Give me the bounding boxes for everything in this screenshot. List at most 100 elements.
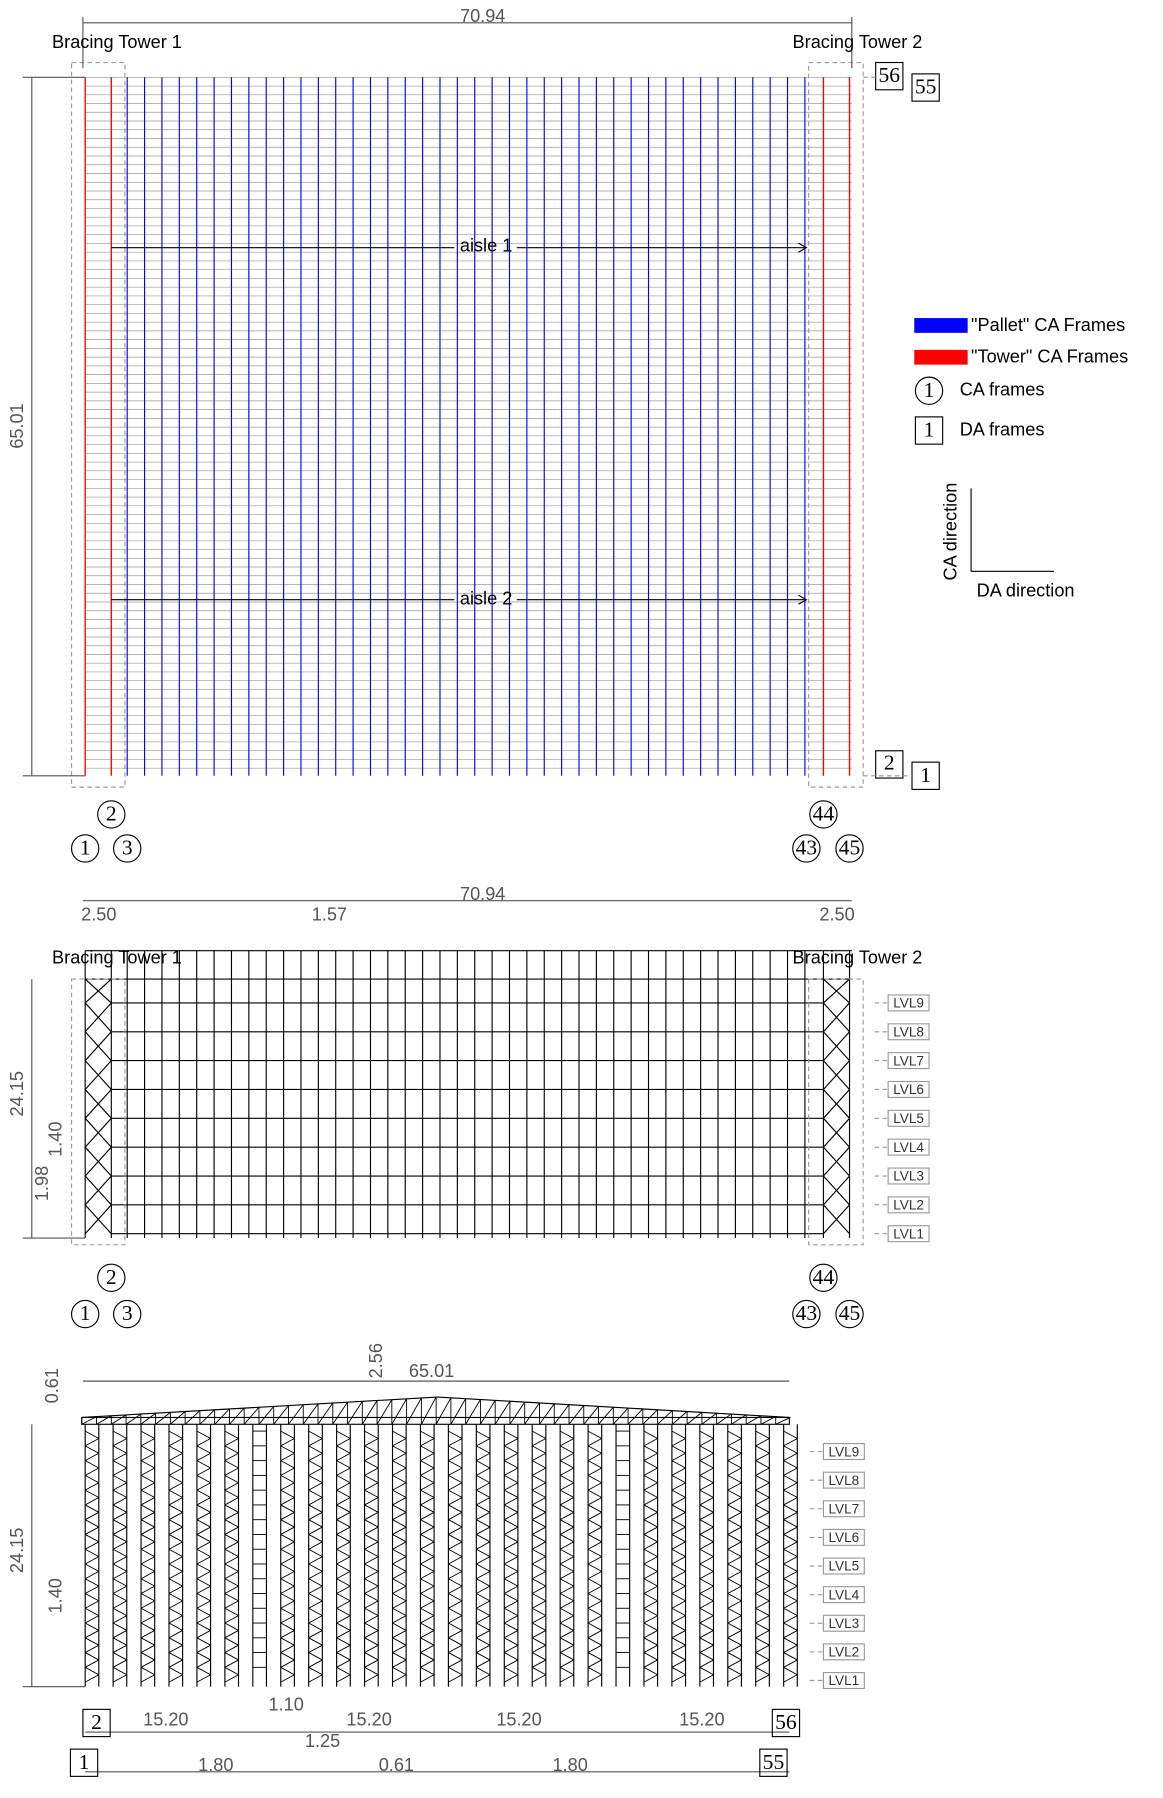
- truss-member: [376, 1399, 393, 1425]
- line: [699, 1556, 714, 1565]
- line: [783, 1511, 798, 1521]
- line: [699, 1504, 714, 1513]
- line: [476, 1474, 491, 1484]
- line: [448, 1630, 463, 1639]
- line: [448, 1511, 463, 1521]
- line: [308, 1578, 323, 1587]
- level-label: LVL4: [893, 1140, 924, 1155]
- truss-member: [332, 1401, 348, 1425]
- frame-number: 45: [839, 1301, 861, 1325]
- line: [531, 1659, 547, 1668]
- level-label: LVL9: [828, 1444, 859, 1459]
- truss-member: [731, 1414, 747, 1425]
- line: [783, 1585, 798, 1594]
- line: [504, 1585, 519, 1594]
- line: [84, 1644, 100, 1653]
- line: [559, 1570, 574, 1580]
- frame-number: 1: [80, 836, 91, 860]
- line: [783, 1452, 798, 1462]
- line: [587, 1519, 602, 1528]
- level-tag: [822, 1643, 865, 1661]
- line: [587, 1652, 602, 1661]
- line: [140, 1467, 155, 1476]
- line: [280, 1622, 295, 1631]
- line: [140, 1570, 155, 1580]
- truss-member: [465, 1399, 481, 1425]
- line: [84, 1666, 100, 1676]
- line: [140, 1445, 155, 1454]
- line: [224, 1607, 239, 1617]
- line: [727, 1666, 742, 1676]
- line: [476, 1541, 491, 1550]
- line: [364, 1563, 379, 1572]
- line: [783, 1622, 798, 1631]
- line: [531, 1452, 547, 1462]
- line: [112, 1474, 127, 1484]
- line: [84, 1563, 100, 1572]
- dimension: 15.20: [143, 1710, 188, 1730]
- level-tag: [887, 1196, 930, 1214]
- line: [727, 1482, 742, 1491]
- line: [336, 1652, 351, 1661]
- level-tag: [887, 994, 930, 1012]
- line: [196, 1438, 211, 1447]
- line: [504, 1445, 519, 1454]
- line: [587, 1615, 602, 1624]
- line: [84, 1146, 112, 1177]
- line: [699, 1674, 714, 1683]
- level-tags: LVL9 LVL8 LVL7 LVL6 LVL5 LVL4 LVL3 LVL2 LVL1: [887, 994, 930, 1243]
- truss-member: [598, 1406, 614, 1425]
- line: [112, 1622, 127, 1631]
- line: [308, 1652, 323, 1661]
- line: [643, 1600, 658, 1609]
- line: [280, 1519, 295, 1528]
- line: [476, 1578, 491, 1587]
- line: [476, 1445, 491, 1454]
- line: [783, 1489, 798, 1498]
- level-label: LVL7: [828, 1502, 859, 1517]
- line: [448, 1438, 463, 1447]
- line: [420, 1578, 435, 1587]
- line: [448, 1474, 463, 1484]
- line: [755, 1593, 770, 1602]
- line: [308, 1482, 323, 1491]
- line: [531, 1666, 547, 1676]
- line: [280, 1600, 295, 1609]
- line: [112, 1467, 127, 1476]
- line: [140, 1519, 155, 1528]
- line: [392, 1460, 407, 1469]
- line: [643, 1497, 658, 1506]
- line: [643, 1438, 658, 1447]
- line: [643, 1666, 658, 1676]
- line: [671, 1541, 686, 1550]
- line: [643, 1644, 658, 1653]
- line: [699, 1585, 714, 1594]
- truss-member: [524, 1402, 540, 1425]
- level-label: LVL5: [828, 1559, 859, 1574]
- line: [392, 1445, 407, 1454]
- line: [84, 1204, 112, 1235]
- line: [727, 1637, 742, 1646]
- frame-number: 44: [813, 801, 835, 825]
- line: [84, 1637, 100, 1646]
- line: [559, 1548, 574, 1557]
- line: [531, 1578, 547, 1587]
- line: [336, 1563, 351, 1572]
- line: [84, 1117, 112, 1148]
- line: [140, 1482, 155, 1491]
- frame-symbol: [70, 834, 100, 863]
- line: [308, 1519, 323, 1528]
- truss-member: [657, 1410, 673, 1425]
- line: [476, 1615, 491, 1624]
- line: [168, 1541, 183, 1550]
- line: [727, 1467, 742, 1476]
- line: [84, 1460, 100, 1469]
- line: [112, 1659, 127, 1668]
- line: [364, 1652, 379, 1661]
- line: [420, 1607, 435, 1617]
- line: [364, 1445, 379, 1454]
- tower-label: Bracing Tower 1: [52, 947, 182, 967]
- level-tag: [887, 1138, 930, 1156]
- line: [392, 1600, 407, 1609]
